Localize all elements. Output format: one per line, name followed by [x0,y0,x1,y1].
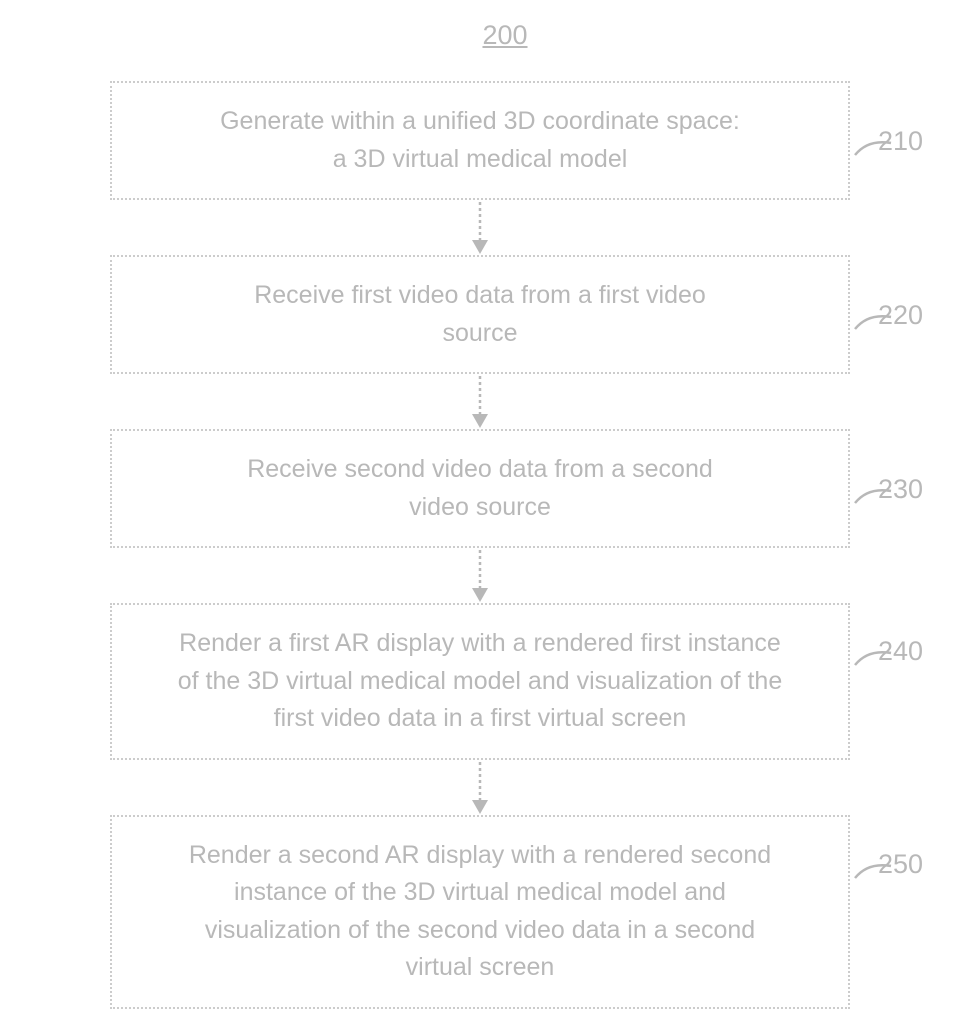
flow-node-240: Render a first AR display with a rendere… [110,603,850,760]
node-label: 220 [878,294,923,335]
node-text-line: visualization of the second video data i… [142,912,818,950]
node-label: 230 [878,468,923,509]
node-text-line: source [142,315,818,353]
node-label: 250 [878,844,923,885]
node-text-line: Generate within a unified 3D coordinate … [142,103,818,141]
flow-node-210: Generate within a unified 3D coordinate … [110,81,850,200]
node-text-line: Render a first AR display with a rendere… [142,625,818,663]
node-text-line: of the 3D virtual medical model and visu… [142,663,818,701]
node-label: 210 [878,120,923,161]
flowchart-container: 200 Generate within a unified 3D coordin… [70,20,890,1009]
node-text-line: video source [142,489,818,527]
flow-node-230: Receive second video data from a second … [110,429,850,548]
arrow-down-icon [70,374,890,429]
flow-node-250: Render a second AR display with a render… [110,815,850,1009]
flow-node-220: Receive first video data from a first vi… [110,255,850,374]
node-text-line: virtual screen [142,949,818,987]
arrow-down-icon [70,200,890,255]
flowchart-title: 200 [70,20,890,51]
node-text-line: Render a second AR display with a render… [142,837,818,875]
node-text-line: instance of the 3D virtual medical model… [142,874,818,912]
node-text-line: Receive first video data from a first vi… [142,277,818,315]
node-label: 240 [878,631,923,672]
arrow-down-icon [70,760,890,815]
arrow-down-icon [70,548,890,603]
node-text-line: first video data in a first virtual scre… [142,700,818,738]
node-text-line: a 3D virtual medical model [142,141,818,179]
node-text-line: Receive second video data from a second [142,451,818,489]
